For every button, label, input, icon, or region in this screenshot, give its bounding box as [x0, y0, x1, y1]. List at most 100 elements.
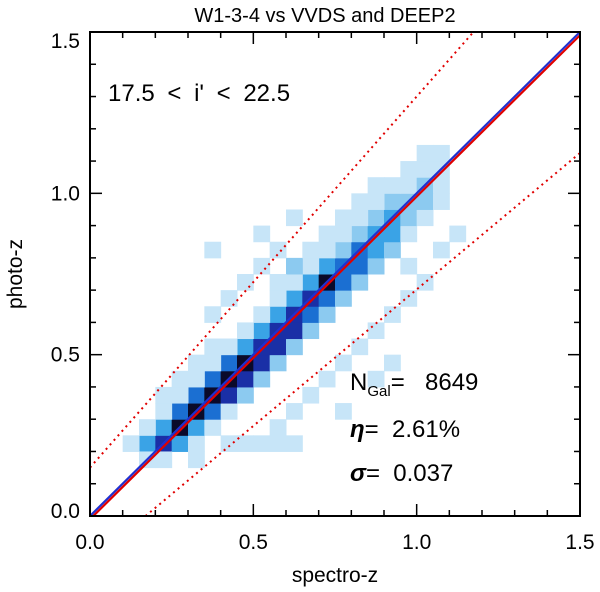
heatmap-cell: [269, 338, 287, 356]
heatmap-cell: [188, 435, 205, 452]
heatmap-cell: [302, 306, 320, 323]
y-tick-label: 1.5: [51, 30, 80, 53]
heatmap-cell: [351, 257, 369, 275]
heatmap-cell: [318, 257, 336, 275]
heatmap-cell: [367, 257, 385, 275]
heatmap-cell: [269, 419, 287, 436]
heatmap-cell: [204, 354, 222, 372]
stats-block: NGal= 8649 η= 2.61% σ= 0.037: [350, 369, 478, 487]
heatmap-cell: [155, 419, 173, 436]
y-axis-label: photo-z: [4, 239, 27, 309]
sigma-value: = 0.037: [366, 460, 453, 487]
chart-title: W1-3-4 vs VVDS and DEEP2: [194, 5, 455, 27]
y-tick-label: 0.0: [51, 500, 80, 523]
heatmap-cell: [269, 241, 287, 259]
heatmap-cell: [433, 177, 450, 194]
heatmap-cell: [416, 274, 434, 291]
heatmap-cell: [237, 322, 254, 340]
heatmap-cell: [449, 225, 467, 243]
heatmap-cell: [351, 338, 369, 356]
heatmap-cell: [286, 290, 303, 307]
reference-lines: [90, 32, 580, 516]
heatmap-cell: [433, 241, 450, 259]
heatmap-cell: [171, 370, 189, 388]
heatmap-cell: [384, 177, 401, 194]
heatmap-cell: [351, 209, 369, 227]
heatmap-cell: [318, 290, 336, 307]
heatmap-cell: [400, 177, 418, 194]
heatmap-cell: [188, 386, 205, 404]
bias-fit-line: [91, 34, 580, 516]
heatmap-cell: [302, 257, 320, 275]
heatmap-cell: [237, 435, 254, 452]
svg-text:NGal=: NGal=: [350, 369, 405, 400]
heatmap-cell: [318, 225, 336, 243]
heatmap-cell: [318, 370, 336, 388]
heatmap-cell: [122, 435, 140, 452]
svg-text:η= 2.61%: η= 2.61%: [350, 416, 460, 443]
plot-frame: [89, 31, 581, 517]
heatmap-cell: [318, 306, 336, 323]
heatmap-cell: [188, 370, 205, 388]
outlier-lower-line: [144, 152, 580, 516]
one-to-one-line: [90, 32, 580, 516]
heatmap-cell: [367, 193, 385, 210]
heatmap-cell: [253, 354, 271, 372]
heatmap-cell: [253, 306, 271, 323]
heatmap-cell: [384, 306, 401, 323]
heatmap-cell: [204, 403, 222, 420]
svg-text:σ= 0.037: σ= 0.037: [350, 460, 453, 487]
x-tick-label: 1.0: [402, 531, 431, 554]
ngal-value: 8649: [425, 369, 478, 396]
heatmap-cell: [269, 435, 287, 452]
heatmap-cell: [384, 354, 401, 372]
heatmap-cell: [367, 177, 385, 194]
heatmap-cell: [416, 161, 434, 178]
heatmap-cell: [302, 241, 320, 259]
heatmap-cell: [384, 193, 401, 210]
y-tick-label: 1.0: [51, 182, 80, 205]
heatmap-cell: [400, 209, 418, 227]
heatmap-cell: [204, 370, 222, 388]
heatmap-cell: [351, 225, 369, 243]
heatmap-cell: [286, 338, 303, 356]
heatmap-cell: [253, 435, 271, 452]
heatmap-cell: [171, 403, 189, 420]
heatmap-cell: [286, 257, 303, 275]
heatmap-cell: [416, 193, 434, 210]
heatmap-cell: [171, 386, 189, 404]
x-tick-label: 1.5: [565, 531, 594, 554]
heatmap-cell: [335, 241, 352, 259]
heatmap-cell: [269, 274, 287, 291]
heatmap-cell: [237, 274, 254, 291]
heatmap-cell: [237, 386, 254, 404]
heatmap-cell: [416, 144, 434, 162]
x-axis-label: spectro-z: [292, 564, 378, 587]
heatmap-cell: [367, 209, 385, 227]
heatmap-cell: [286, 322, 303, 340]
heatmap-cell: [384, 225, 401, 243]
ngal-equals: =: [391, 369, 405, 396]
heatmap-cell: [367, 322, 385, 340]
x-tick-label: 0.0: [75, 531, 104, 554]
heatmap-cell: [139, 419, 156, 436]
heatmap-cell: [318, 241, 336, 259]
heatmap-cell: [220, 290, 238, 307]
eta-value: = 2.61%: [365, 416, 460, 443]
heatmap-cell: [237, 370, 254, 388]
heatmap-cell: [188, 451, 205, 469]
x-tick-label: 0.5: [239, 531, 268, 554]
heatmap-cell: [204, 338, 222, 356]
heatmap-cell: [400, 225, 418, 243]
heatmap-cell: [269, 290, 287, 307]
heatmap-cell: [302, 386, 320, 404]
heatmap-cell: [253, 370, 271, 388]
heatmap-cell: [286, 274, 303, 291]
heatmap-cell: [335, 209, 352, 227]
heatmap-cell: [204, 241, 222, 259]
eta-symbol: η: [350, 416, 365, 443]
heatmap-cell: [269, 354, 287, 372]
heatmap-cell: [253, 257, 271, 275]
heatmap-cell: [155, 451, 173, 469]
